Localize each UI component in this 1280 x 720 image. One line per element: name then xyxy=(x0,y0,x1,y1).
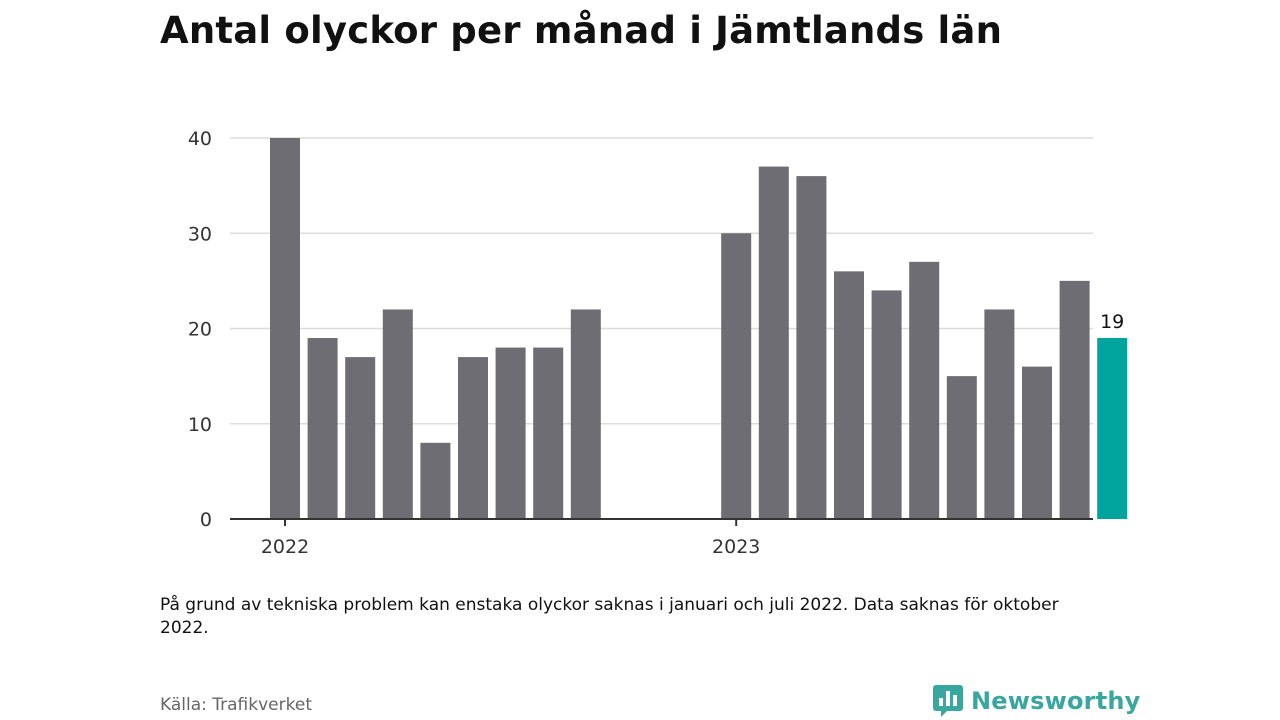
bar-2023-10 xyxy=(1059,280,1090,519)
x-tick-label-2023: 2023 xyxy=(712,536,760,558)
bars xyxy=(270,138,1128,519)
chart-source: Källa: Trafikverket xyxy=(160,695,312,715)
chart-note: På grund av tekniska problem kan enstaka… xyxy=(160,595,1059,638)
y-tick-label-10: 10 xyxy=(188,414,212,436)
x-axis-ticks: 2022 2023 xyxy=(261,519,760,558)
bar-2022-07 xyxy=(495,347,526,519)
bar-2022-03 xyxy=(345,357,376,519)
bar-2023-04 xyxy=(834,271,864,519)
bar-2022-04 xyxy=(382,309,413,519)
bar-2022-08 xyxy=(533,347,564,519)
brand-name: Newsworthy xyxy=(971,687,1141,715)
y-tick-label-20: 20 xyxy=(188,319,212,341)
y-axis-ticks: 0 10 20 30 40 xyxy=(188,128,212,531)
bar-2023-01 xyxy=(721,233,752,519)
data-label-highlight: 19 xyxy=(1100,311,1124,333)
bar-2023-02 xyxy=(758,166,789,519)
bar-2022-01 xyxy=(270,138,300,519)
newsworthy-logo-icon xyxy=(933,685,963,717)
bar-2022-09 xyxy=(570,309,601,519)
data-labels: 19 xyxy=(1100,311,1124,333)
y-tick-label-30: 30 xyxy=(188,223,212,245)
bar-2023-11 xyxy=(1097,338,1128,519)
newsworthy-brand[interactable]: Newsworthy xyxy=(933,683,1141,719)
y-tick-label-40: 40 xyxy=(188,128,212,150)
y-tick-label-0: 0 xyxy=(200,509,212,531)
bar-2023-07 xyxy=(946,376,977,519)
bar-2022-02 xyxy=(307,338,338,519)
bar-2023-03 xyxy=(796,176,827,519)
bar-2022-06 xyxy=(458,357,488,519)
bar-2022-05 xyxy=(420,442,451,519)
chart-title: Antal olyckor per månad i Jämtlands län xyxy=(160,9,1003,52)
bar-2023-06 xyxy=(909,261,940,519)
bar-2023-09 xyxy=(1022,366,1052,519)
bar-2023-08 xyxy=(984,309,1015,519)
x-tick-label-2022: 2022 xyxy=(261,536,309,558)
bar-2023-05 xyxy=(871,290,902,519)
